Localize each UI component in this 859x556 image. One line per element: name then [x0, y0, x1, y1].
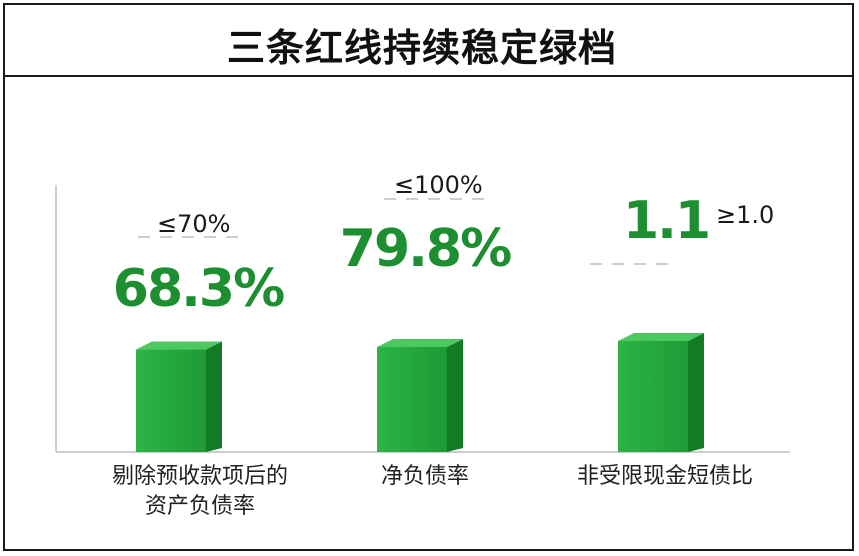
chart-frame: 三条红线持续稳定绿档	[3, 3, 854, 551]
category-label-line: 非受限现金短债比	[576, 464, 753, 489]
bar-side	[688, 333, 704, 452]
bar	[136, 349, 206, 452]
category-label-line: 资产负债率	[144, 494, 255, 519]
threshold-label: ≤100%	[394, 171, 483, 199]
category-label-line: 剔除预收款项后的	[111, 464, 288, 489]
value-label: 79.8%	[340, 219, 511, 279]
value-label: 1.1	[623, 191, 709, 251]
title-bar: 三条红线持续稳定绿档	[5, 5, 852, 77]
bar	[377, 347, 447, 452]
bar-side	[447, 339, 463, 452]
value-label: 68.3%	[113, 259, 284, 319]
bar-top	[377, 339, 463, 347]
bar-side	[206, 341, 222, 452]
bar	[618, 341, 688, 452]
threshold-label: ≥1.0	[716, 201, 774, 229]
category-label: 净负债率	[320, 462, 530, 492]
chart-title: 三条红线持续稳定绿档	[227, 26, 618, 70]
category-label: 剔除预收款项后的 资产负债率	[80, 462, 320, 522]
bar-top	[136, 341, 222, 350]
bar-top	[618, 333, 704, 341]
category-label-line: 净负债率	[380, 464, 469, 489]
category-label: 非受限现金短债比	[540, 462, 790, 492]
threshold-label: ≤70%	[157, 210, 230, 238]
